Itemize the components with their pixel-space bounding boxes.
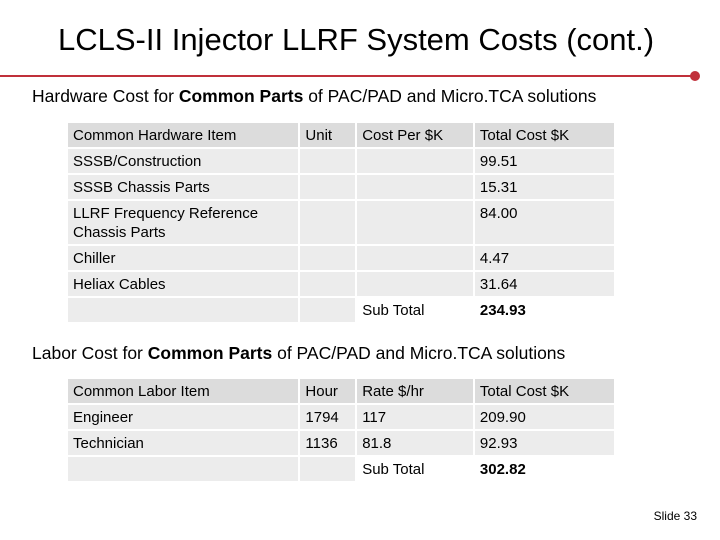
table-row: SSSB/Construction 99.51	[68, 149, 614, 173]
column-header: Unit	[300, 123, 356, 147]
total-cell: 84.00	[474, 201, 614, 244]
column-header: Cost Per $K	[357, 123, 473, 147]
unit-cell	[300, 201, 356, 244]
total-cell: 15.31	[474, 175, 614, 199]
column-header: Rate $/hr	[357, 379, 473, 403]
labor-cost-table: Common Labor Item Hour Rate $/hr Total C…	[66, 377, 616, 483]
slide-title: LCLS-II Injector LLRF System Costs (cont…	[58, 22, 655, 57]
subtotal-label: Sub Total	[362, 461, 425, 478]
empty-cell	[300, 457, 356, 481]
table-row: LLRF Frequency Reference Chassis Parts 8…	[68, 201, 614, 244]
rate-cell: 81.8	[357, 431, 473, 455]
total-cell: 31.64	[474, 272, 614, 296]
hour-cell: 1136	[300, 431, 356, 455]
total-cell: 92.93	[474, 431, 614, 455]
item-cell: Heliax Cables	[68, 272, 299, 296]
empty-cell	[300, 298, 356, 322]
cost-cell	[357, 246, 473, 270]
table-row: Technician 1136 81.8 92.93	[68, 431, 614, 455]
unit-cell	[300, 272, 356, 296]
item-cell: SSSB Chassis Parts	[68, 175, 299, 199]
subtotal-label: Sub Total	[362, 302, 425, 319]
table-header-row: Common Hardware Item Unit Cost Per $K To…	[68, 123, 614, 147]
item-cell: SSSB/Construction	[68, 149, 299, 173]
rate-cell: 117	[357, 405, 473, 429]
cost-cell	[357, 149, 473, 173]
unit-cell	[300, 175, 356, 199]
item-cell: LLRF Frequency Reference Chassis Parts	[68, 201, 299, 244]
empty-cell	[68, 457, 299, 481]
subtotal-row: Sub Total 234.93	[68, 298, 614, 322]
hardware-heading: Hardware Cost for Common Parts of PAC/PA…	[32, 86, 597, 106]
cost-cell	[357, 201, 473, 244]
item-cell: Chiller	[68, 246, 299, 270]
total-cell: 4.47	[474, 246, 614, 270]
table-row: Heliax Cables 31.64	[68, 272, 614, 296]
subtotal-value: 234.93	[479, 302, 526, 319]
total-cell: 99.51	[474, 149, 614, 173]
table-row: Engineer 1794 117 209.90	[68, 405, 614, 429]
cost-cell	[357, 175, 473, 199]
unit-cell	[300, 246, 356, 270]
slide-number: Slide 33	[653, 509, 697, 523]
column-header: Hour	[300, 379, 356, 403]
cost-cell	[357, 272, 473, 296]
column-header: Total Cost $K	[474, 123, 614, 147]
labor-heading: Labor Cost for Common Parts of PAC/PAD a…	[32, 343, 566, 363]
table-row: Chiller 4.47	[68, 246, 614, 270]
item-cell: Technician	[68, 431, 299, 455]
hardware-cost-table: Common Hardware Item Unit Cost Per $K To…	[66, 121, 616, 324]
table-header-row: Common Labor Item Hour Rate $/hr Total C…	[68, 379, 614, 403]
hour-cell: 1794	[300, 405, 356, 429]
empty-cell	[68, 298, 299, 322]
title-divider-dot	[690, 71, 700, 81]
unit-cell	[300, 149, 356, 173]
subtotal-row: Sub Total 302.82	[68, 457, 614, 481]
column-header: Common Labor Item	[68, 379, 299, 403]
item-cell: Engineer	[68, 405, 299, 429]
subtotal-value: 302.82	[479, 461, 526, 478]
title-divider	[0, 75, 694, 77]
column-header: Total Cost $K	[474, 379, 614, 403]
column-header: Common Hardware Item	[68, 123, 299, 147]
table-row: SSSB Chassis Parts 15.31	[68, 175, 614, 199]
total-cell: 209.90	[474, 405, 614, 429]
